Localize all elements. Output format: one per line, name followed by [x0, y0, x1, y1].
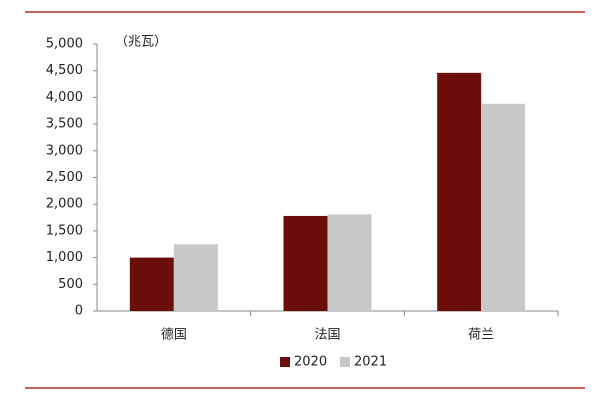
bar	[129, 257, 174, 311]
x-tick-label: 德国	[161, 328, 187, 343]
bar	[283, 215, 328, 311]
y-tick-label: 3,500	[46, 117, 83, 132]
legend-swatch	[340, 357, 350, 367]
bar	[481, 103, 526, 311]
x-tick-label: 法国	[314, 328, 340, 343]
legend-swatch	[280, 357, 290, 367]
y-tick-label: 500	[58, 277, 83, 292]
y-tick-label: 0	[75, 304, 83, 319]
y-tick-label: 2,500	[46, 170, 83, 185]
legend-label: 2021	[354, 355, 387, 370]
y-tick-label: 3,000	[46, 143, 83, 158]
y-tick-label: 4,000	[46, 90, 83, 105]
bar	[437, 72, 482, 311]
y-tick-label: 1,500	[46, 223, 83, 238]
y-tick-label: 2,000	[46, 197, 83, 212]
y-tick-label: 5,000	[46, 37, 83, 52]
y-tick-label: 1,000	[46, 250, 83, 265]
unit-annotation: （兆瓦）	[115, 35, 167, 50]
bar	[173, 244, 218, 311]
y-tick-label: 4,500	[46, 63, 83, 78]
bar	[327, 214, 372, 311]
x-tick-label: 荷兰	[468, 328, 494, 343]
legend-label: 2020	[294, 355, 327, 370]
